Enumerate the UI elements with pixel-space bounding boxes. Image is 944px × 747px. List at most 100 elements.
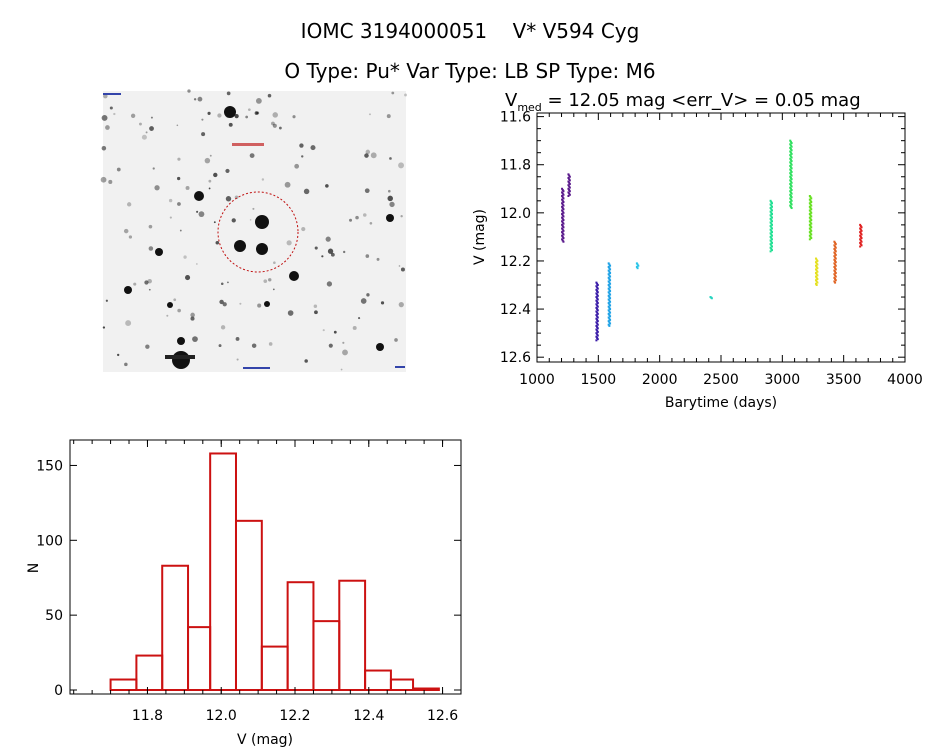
star (220, 325, 226, 330)
data-point (790, 178, 793, 181)
data-point (568, 192, 571, 195)
data-point (561, 228, 564, 231)
data-point (562, 201, 565, 204)
star (133, 282, 137, 286)
star (228, 122, 233, 127)
data-point (770, 231, 773, 234)
data-point (562, 233, 565, 236)
histogram-ylabel: N (26, 563, 42, 573)
data-point (595, 317, 598, 320)
star (169, 216, 172, 219)
bright-star (172, 351, 190, 369)
data-point (816, 281, 819, 284)
star (101, 114, 108, 121)
data-point (815, 265, 818, 268)
star (400, 267, 405, 272)
data-point (770, 211, 773, 214)
data-point (833, 265, 836, 268)
data-point (859, 225, 862, 228)
data-point (636, 263, 639, 266)
data-point (814, 264, 817, 267)
star (149, 126, 154, 131)
data-point (596, 298, 599, 301)
bright-star (194, 191, 204, 201)
star (370, 152, 377, 159)
star (145, 344, 150, 349)
data-point (789, 172, 792, 175)
data-point (596, 312, 599, 315)
star (387, 195, 393, 202)
star (196, 210, 199, 213)
data-point (568, 186, 571, 189)
data-point (834, 279, 837, 282)
data-point (770, 204, 773, 207)
data-point (859, 228, 862, 231)
star (152, 167, 155, 170)
data-point (607, 291, 610, 294)
data-point (790, 163, 793, 166)
data-point (770, 237, 773, 240)
data-point (808, 231, 811, 234)
data-point (596, 315, 599, 318)
data-point (834, 243, 837, 246)
star (256, 111, 260, 115)
data-point (568, 185, 571, 188)
data-point (816, 263, 819, 266)
star (219, 299, 224, 305)
data-point (561, 195, 564, 197)
data-point (608, 270, 611, 273)
star (343, 250, 346, 254)
data-point (809, 199, 812, 202)
star (365, 254, 370, 258)
data-point (609, 315, 612, 318)
data-point (833, 262, 836, 265)
star (362, 213, 367, 217)
star (141, 134, 147, 140)
data-point (833, 255, 836, 258)
data-point (568, 182, 571, 185)
data-point (789, 150, 792, 153)
star (225, 168, 230, 174)
data-point (568, 179, 571, 182)
data-cluster-9 (814, 257, 819, 287)
star (148, 246, 154, 251)
star (128, 235, 133, 239)
data-point (596, 309, 599, 312)
data-point (561, 216, 564, 219)
star (130, 113, 136, 118)
x-tick-label: 2000 (642, 372, 678, 388)
data-point (810, 208, 813, 211)
data-point (710, 297, 713, 300)
data-point (789, 166, 792, 169)
data-cluster-1 (567, 173, 571, 197)
data-point (814, 261, 817, 264)
data-point (809, 232, 812, 235)
data-point (834, 281, 837, 284)
data-point (769, 250, 772, 253)
light-curve-xlabel: Barytime (days) (665, 395, 777, 411)
data-cluster-5 (709, 296, 713, 300)
data-point (607, 276, 610, 279)
data-point (860, 237, 863, 240)
data-point (596, 323, 599, 326)
data-point (789, 187, 792, 190)
y-tick-label: 150 (36, 458, 63, 474)
star (391, 91, 395, 95)
data-point (769, 214, 772, 217)
data-point (607, 305, 610, 308)
data-point (790, 156, 793, 159)
star (225, 196, 232, 202)
data-point (595, 310, 598, 313)
star (150, 116, 153, 119)
data-point (562, 226, 565, 229)
data-point (770, 244, 773, 247)
data-point (561, 217, 564, 220)
data-point (596, 327, 599, 330)
x-tick-label: 3500 (826, 372, 862, 388)
data-point (790, 203, 793, 206)
data-point (789, 190, 792, 193)
star (105, 299, 108, 302)
data-point (769, 243, 772, 246)
star (190, 312, 195, 318)
data-point (833, 244, 836, 247)
